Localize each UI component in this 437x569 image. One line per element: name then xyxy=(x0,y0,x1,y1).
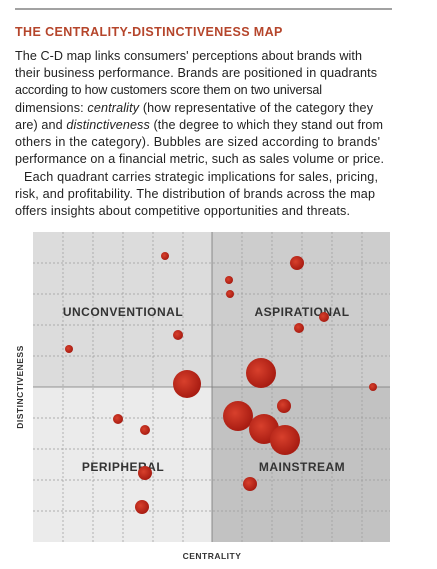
text-line: are) and distinctiveness (the degree to … xyxy=(15,118,383,132)
text-line: their business performance. Brands are p… xyxy=(15,66,377,80)
quadrant-label: ASPIRATIONAL xyxy=(254,305,349,319)
text-line: risk, and profitability. The distributio… xyxy=(15,187,375,201)
bubble xyxy=(294,323,304,333)
quadrant-label: MAINSTREAM xyxy=(259,460,345,474)
quadrant-label: UNCONVENTIONAL xyxy=(63,305,183,319)
bubble xyxy=(161,252,169,260)
text-run: distinctiveness xyxy=(66,118,150,132)
text-line: performance on a financial metric, such … xyxy=(15,152,384,166)
text-line: The C-D map links consumers' perceptions… xyxy=(15,49,362,63)
text-run: centrality xyxy=(87,101,139,115)
bubble xyxy=(226,290,234,298)
bubble xyxy=(135,500,149,514)
text-line: Each quadrant carries strategic implicat… xyxy=(24,170,378,184)
bubble xyxy=(246,358,276,388)
bubble xyxy=(173,370,201,398)
bubble xyxy=(65,345,73,353)
grid xyxy=(33,232,390,542)
map: UNCONVENTIONAL ASPIRATIONAL PERIPHERAL M… xyxy=(15,232,390,561)
bubble xyxy=(140,425,150,435)
y-axis-label: DISTINCTIVENESS xyxy=(15,345,25,429)
bubble xyxy=(173,330,183,340)
text-line: dimensions: centrality (how representati… xyxy=(15,101,374,115)
bubble xyxy=(270,425,300,455)
bubble xyxy=(113,414,123,424)
x-axis-label: CENTRALITY xyxy=(183,551,242,561)
title: THE CENTRALITY-DISTINCTIVENESS MAP xyxy=(15,25,283,39)
text-run: (the degree to which they stand out from xyxy=(150,118,383,132)
text-run: (how representative of the category they xyxy=(139,101,374,115)
bubble xyxy=(223,401,253,431)
bubble xyxy=(290,256,304,270)
bubble xyxy=(277,399,291,413)
bubble xyxy=(319,312,329,322)
bubble xyxy=(138,466,152,480)
text-line: offers insights about competitive opport… xyxy=(15,204,350,218)
bubble xyxy=(369,383,377,391)
bubble xyxy=(243,477,257,491)
text-line: others in the category). Bubbles are siz… xyxy=(15,135,380,149)
text-run: dimensions: xyxy=(15,101,87,115)
bubble xyxy=(225,276,233,284)
bubbles xyxy=(65,252,377,514)
text-line: according to how customers score them on… xyxy=(15,83,322,97)
text-run: are) and xyxy=(15,118,66,132)
